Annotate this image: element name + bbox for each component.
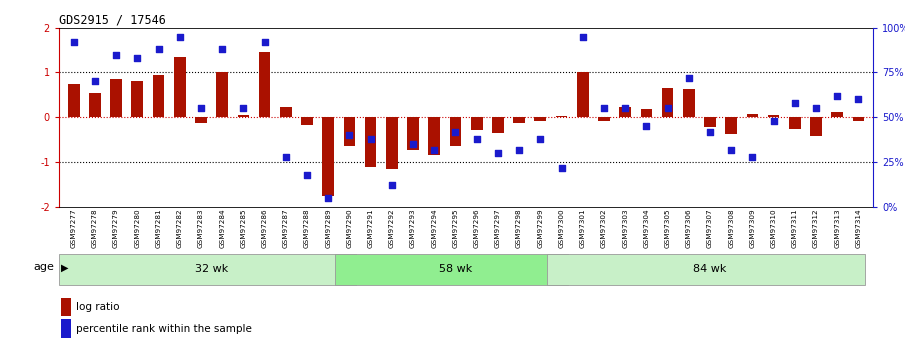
- Point: [448, 129, 462, 135]
- Bar: [386, 117, 397, 169]
- Point: [639, 124, 653, 129]
- Point: [257, 39, 272, 45]
- Bar: [131, 80, 143, 117]
- Point: [576, 34, 590, 39]
- Bar: [280, 107, 291, 117]
- Text: percentile rank within the sample: percentile rank within the sample: [76, 324, 252, 334]
- Bar: [662, 88, 673, 117]
- Point: [88, 79, 102, 84]
- Bar: [110, 79, 122, 117]
- Text: 32 wk: 32 wk: [195, 264, 228, 274]
- Bar: [365, 117, 376, 167]
- Bar: [407, 117, 419, 150]
- Point: [681, 75, 696, 81]
- Bar: [216, 71, 228, 117]
- Point: [66, 39, 81, 45]
- Bar: [598, 117, 610, 121]
- Bar: [492, 117, 504, 133]
- Bar: [259, 52, 271, 117]
- Point: [852, 97, 866, 102]
- Bar: [704, 117, 716, 127]
- Point: [809, 106, 824, 111]
- Text: 84 wk: 84 wk: [693, 264, 727, 274]
- Text: age: age: [33, 263, 54, 272]
- Bar: [576, 71, 588, 117]
- Point: [596, 106, 611, 111]
- Bar: [153, 75, 165, 117]
- Point: [342, 132, 357, 138]
- Bar: [174, 57, 186, 117]
- Point: [385, 183, 399, 188]
- Bar: [195, 117, 206, 123]
- FancyBboxPatch shape: [335, 254, 567, 285]
- Bar: [832, 112, 843, 117]
- Bar: [68, 83, 80, 117]
- Text: 58 wk: 58 wk: [439, 264, 472, 274]
- Bar: [641, 109, 653, 117]
- Point: [300, 172, 314, 177]
- Bar: [789, 117, 801, 128]
- Point: [767, 118, 781, 124]
- Point: [109, 52, 123, 57]
- Point: [512, 147, 527, 152]
- Bar: [853, 117, 864, 121]
- Bar: [810, 117, 822, 136]
- Point: [470, 136, 484, 141]
- Bar: [619, 107, 631, 117]
- Bar: [344, 117, 356, 146]
- Point: [661, 106, 675, 111]
- Point: [151, 46, 166, 52]
- FancyBboxPatch shape: [59, 254, 356, 285]
- Point: [321, 195, 336, 201]
- Bar: [237, 115, 249, 117]
- Bar: [301, 117, 313, 125]
- Point: [618, 106, 633, 111]
- Bar: [556, 116, 567, 117]
- Point: [787, 100, 802, 106]
- Point: [554, 165, 568, 170]
- FancyBboxPatch shape: [547, 254, 865, 285]
- Bar: [322, 117, 334, 196]
- Point: [214, 46, 229, 52]
- Point: [173, 34, 187, 39]
- Bar: [726, 117, 737, 134]
- Point: [279, 154, 293, 159]
- Bar: [428, 117, 440, 155]
- Point: [405, 141, 420, 147]
- Point: [491, 150, 505, 156]
- Bar: [89, 92, 100, 117]
- Bar: [62, 298, 71, 316]
- Bar: [683, 89, 695, 117]
- Point: [427, 147, 442, 152]
- Bar: [471, 117, 482, 130]
- Text: ▶: ▶: [61, 263, 68, 272]
- Point: [724, 147, 738, 152]
- Text: GDS2915 / 17546: GDS2915 / 17546: [59, 13, 166, 27]
- Point: [236, 106, 251, 111]
- Point: [364, 136, 378, 141]
- Bar: [535, 117, 546, 121]
- Point: [703, 129, 718, 135]
- Bar: [62, 319, 71, 338]
- Bar: [767, 115, 779, 117]
- Bar: [450, 117, 462, 146]
- Text: log ratio: log ratio: [76, 302, 119, 312]
- Point: [194, 106, 208, 111]
- Point: [130, 55, 145, 61]
- Bar: [747, 114, 758, 117]
- Point: [533, 136, 548, 141]
- Point: [830, 93, 844, 99]
- Bar: [513, 117, 525, 123]
- Point: [745, 154, 759, 159]
